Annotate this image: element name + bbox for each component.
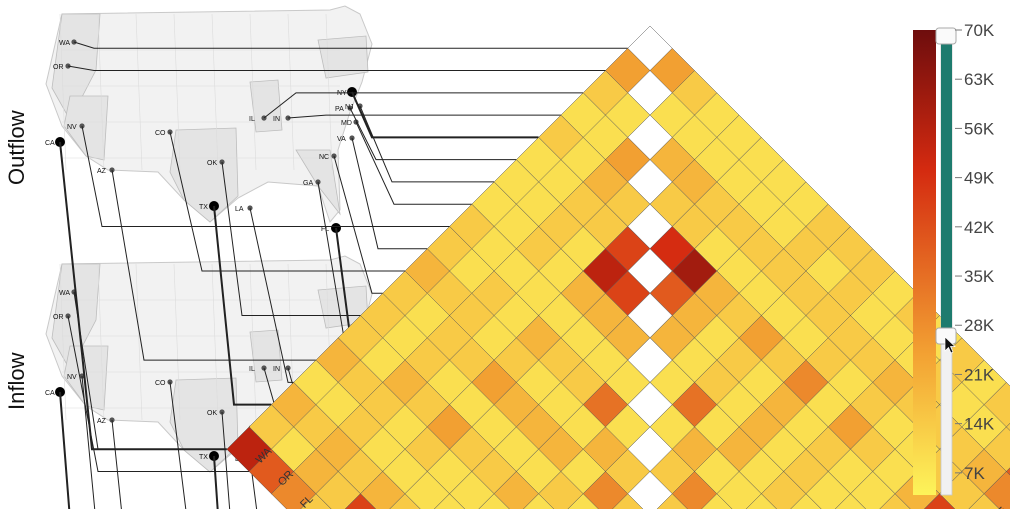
colorbar-tick-label: 56K	[964, 119, 995, 138]
outflow-connector	[59, 141, 227, 451]
state-abbr-label: TX	[199, 454, 208, 461]
migration-matrix	[226, 25, 1010, 509]
state-abbr-label: LA	[235, 206, 244, 213]
colorbar-tick-label: 35K	[964, 267, 995, 286]
outflow-map: WA OR NV CA AZ CO OK TX LA IL IN NY PA NJ MD VA NC GA FL	[45, 5, 373, 233]
inflow-label: Inflow	[4, 352, 29, 410]
cursor-icon	[944, 336, 956, 354]
colorbar-tick-label: 14K	[964, 415, 995, 434]
colorbar-tick-label: 49K	[964, 169, 995, 188]
state-abbr-label: PA	[335, 106, 344, 113]
matrix-cell[interactable]	[761, 471, 807, 509]
state-abbr-label: MD	[341, 120, 352, 127]
state-abbr-label: IL	[249, 366, 255, 373]
outflow-connector	[81, 125, 450, 227]
outflow-connector	[287, 114, 561, 119]
matrix-cell[interactable]	[493, 471, 539, 509]
state-abbr-label: TX	[199, 204, 208, 211]
colorbar-tick-label: 42K	[964, 218, 995, 237]
state-abbr-label: NV	[67, 374, 77, 381]
state-abbr-label: NJ	[345, 104, 354, 111]
outflow-connector	[221, 161, 361, 317]
colorbar-tick-label: 28K	[964, 316, 995, 335]
state-shape[interactable]	[249, 79, 283, 133]
state-abbr-label: NY	[337, 90, 347, 97]
slider-handle-top[interactable]	[935, 27, 957, 45]
colorbar-tick-label: 7K	[964, 464, 985, 483]
matrix-cell[interactable]	[671, 471, 718, 509]
colorbar-tick-label: 63K	[964, 70, 995, 89]
state-abbr-label: OK	[207, 410, 217, 417]
state-abbr-label: WA	[59, 290, 70, 297]
matrix-cell[interactable]	[449, 471, 495, 509]
state-shape[interactable]	[51, 263, 101, 371]
matrix-cell[interactable]	[404, 471, 450, 509]
inflow-connector	[169, 381, 187, 509]
state-abbr-label: AZ	[97, 168, 107, 175]
outflow-label: Outflow	[4, 110, 29, 185]
outflow-connector	[263, 92, 584, 119]
state-abbr-label: CO	[155, 130, 166, 137]
outflow-connector	[333, 155, 383, 294]
state-abbr-label: CA	[45, 140, 55, 147]
state-abbr-label: IN	[273, 366, 280, 373]
state-abbr-label: AZ	[97, 418, 107, 425]
matrix-cell[interactable]	[983, 471, 1010, 509]
state-abbr-label: IL	[249, 116, 255, 123]
outflow-connector	[349, 107, 517, 161]
matrix-cell[interactable]	[360, 471, 406, 509]
state-abbr-label: IN	[273, 116, 280, 123]
state-abbr-label: NV	[67, 124, 77, 131]
color-scale-bar	[913, 30, 936, 495]
state-abbr-label: OR	[53, 64, 64, 71]
colorbar-tick-label: 21K	[964, 365, 995, 384]
state-abbr-label: FL	[321, 226, 329, 233]
state-abbr-label: WA	[59, 40, 70, 47]
inflow-connector	[67, 315, 250, 472]
outflow-connector	[355, 121, 472, 205]
matrix-cell[interactable]	[1006, 449, 1010, 494]
inflow-connector	[81, 375, 96, 509]
state-abbr-label: VA	[337, 136, 346, 143]
matrix-cell[interactable]	[716, 471, 762, 509]
outflow-connector	[169, 131, 405, 272]
state-abbr-label: OK	[207, 160, 217, 167]
matrix-cell[interactable]	[270, 471, 317, 509]
slider-selected-range[interactable]	[941, 36, 952, 336]
matrix-cell[interactable]	[315, 471, 361, 509]
outflow-connector	[351, 91, 539, 139]
state-abbr-label: OR	[53, 314, 64, 321]
state-abbr-label: CO	[155, 380, 166, 387]
matrix-cell[interactable]	[627, 471, 673, 509]
outflow-connector	[213, 205, 272, 406]
state-abbr-label: NC	[319, 154, 329, 161]
outflow-connector	[67, 65, 606, 72]
outflow-state-labels: WAORILINNYPANJMDNVVACONCOKGAAZLATXFLCA	[993, 505, 1009, 509]
state-shape[interactable]	[169, 127, 239, 223]
color-legend: 70K 63K 56K 49K 42K 35K 28K 21K 14K 7K	[913, 21, 995, 496]
outflow-connector	[359, 105, 495, 183]
outflow-connector	[111, 169, 316, 361]
matrix-cell[interactable]	[850, 471, 896, 509]
state-shape[interactable]	[317, 35, 369, 79]
matrix-cell[interactable]	[582, 471, 629, 509]
state-abbr-label: GA	[303, 180, 313, 187]
outflow-row-label: IN	[993, 505, 1009, 509]
matrix-cell[interactable]	[805, 471, 851, 509]
matrix-cell[interactable]	[1006, 405, 1010, 450]
outflow-connector	[73, 41, 628, 49]
matrix-cell[interactable]	[538, 471, 584, 509]
outflow-connector	[249, 207, 294, 383]
colorbar-tick-label: 70K	[964, 21, 995, 40]
state-abbr-label: CA	[45, 390, 55, 397]
outflow-connector	[351, 137, 428, 250]
